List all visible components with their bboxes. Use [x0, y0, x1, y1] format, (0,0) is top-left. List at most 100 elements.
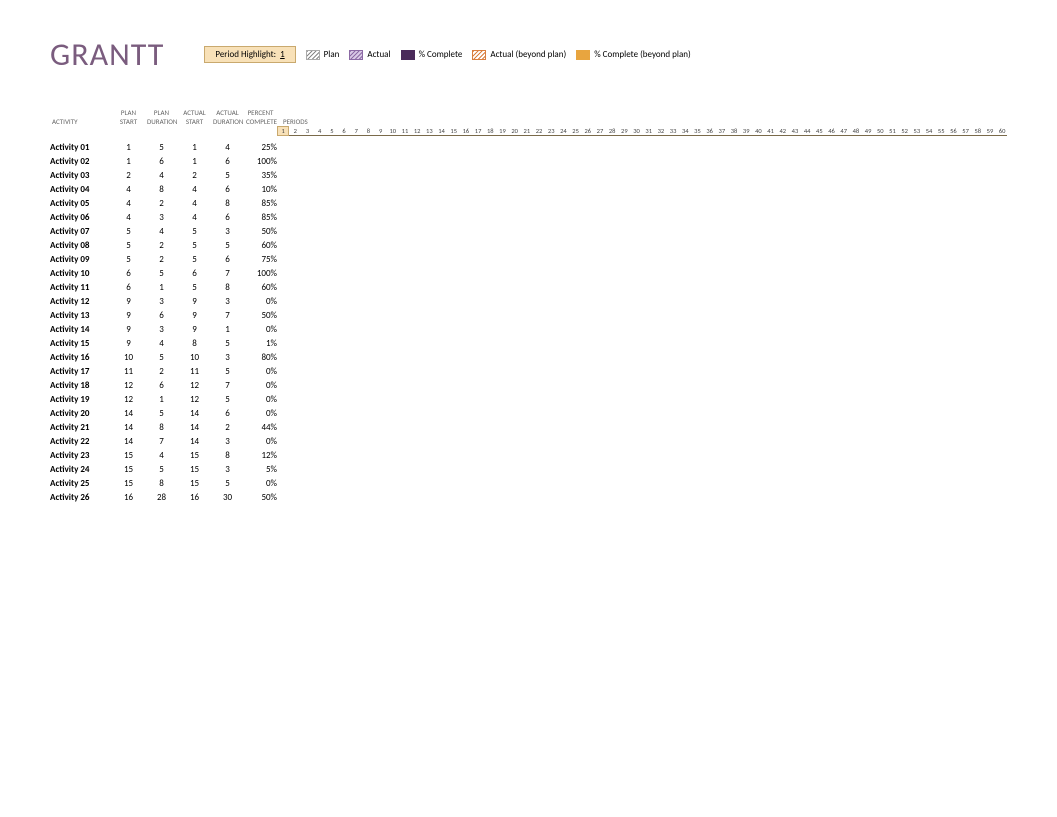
percent-complete-cell: 0%: [244, 380, 277, 391]
plan-start-cell: 5: [112, 254, 145, 265]
plan-start-cell: 9: [112, 296, 145, 307]
table-row: Activity 1610510380%: [50, 350, 1007, 364]
legend-completebeyond: % Complete (beyond plan): [576, 49, 691, 60]
activity-cell: Activity 18: [50, 380, 112, 391]
percent-complete-cell: 0%: [244, 296, 277, 307]
plan-start-cell: 11: [112, 366, 145, 377]
activity-cell: Activity 17: [50, 366, 112, 377]
period-cell: 2: [289, 127, 301, 135]
plan-start-cell: 1: [112, 156, 145, 167]
table-row: Activity 2114814244%: [50, 420, 1007, 434]
plan-start-cell: 14: [112, 436, 145, 447]
period-cell: 26: [582, 127, 594, 135]
table-row: Activity 09525675%: [50, 252, 1007, 266]
actual-duration-cell: 3: [211, 436, 244, 447]
period-cell: 22: [533, 127, 545, 135]
plan-duration-cell: 1: [145, 282, 178, 293]
activity-cell: Activity 26: [50, 492, 112, 503]
activity-cell: Activity 21: [50, 422, 112, 433]
header-plan-duration: PLAN DURATION: [145, 108, 178, 126]
actual-start-cell: 14: [178, 408, 211, 419]
period-cell: 44: [801, 127, 813, 135]
actual-duration-cell: 30: [211, 492, 244, 503]
table-row: Activity 221471430%: [50, 434, 1007, 448]
activity-cell: Activity 25: [50, 478, 112, 489]
plan-duration-cell: 2: [145, 366, 178, 377]
actual-start-cell: 14: [178, 436, 211, 447]
completebeyond-swatch-icon: [576, 50, 590, 60]
period-cell: 41: [765, 127, 777, 135]
header-actual-duration: ACTUAL DURATION: [211, 108, 244, 126]
period-cell: 36: [704, 127, 716, 135]
plan-duration-cell: 4: [145, 170, 178, 181]
actual-duration-cell: 5: [211, 394, 244, 405]
activity-cell: Activity 20: [50, 408, 112, 419]
period-cell: 57: [960, 127, 972, 135]
plan-duration-cell: 8: [145, 478, 178, 489]
percent-complete-cell: 85%: [244, 212, 277, 223]
plan-duration-cell: 3: [145, 212, 178, 223]
percent-complete-cell: 50%: [244, 226, 277, 237]
activity-cell: Activity 05: [50, 198, 112, 209]
actual-duration-cell: 5: [211, 170, 244, 181]
percent-complete-cell: 35%: [244, 170, 277, 181]
header-activity: ACTIVITY: [50, 117, 112, 126]
plan-start-cell: 14: [112, 422, 145, 433]
beyondplan-swatch-icon: [472, 50, 486, 60]
period-cell: 50: [874, 127, 886, 135]
page-title: GRANTT: [50, 35, 164, 74]
plan-start-cell: 6: [112, 268, 145, 279]
percent-complete-cell: 44%: [244, 422, 277, 433]
period-cell: 49: [862, 127, 874, 135]
plan-start-cell: 12: [112, 394, 145, 405]
period-cell: 10: [387, 127, 399, 135]
percent-complete-cell: 5%: [244, 464, 277, 475]
actual-duration-cell: 6: [211, 408, 244, 419]
period-cell: 54: [923, 127, 935, 135]
activity-cell: Activity 14: [50, 324, 112, 335]
plan-duration-cell: 8: [145, 184, 178, 195]
table-row: Activity 106567100%: [50, 266, 1007, 280]
actual-start-cell: 9: [178, 296, 211, 307]
actual-duration-cell: 8: [211, 450, 244, 461]
percent-complete-cell: 0%: [244, 324, 277, 335]
table-row: Activity 1293930%: [50, 294, 1007, 308]
activity-cell: Activity 02: [50, 156, 112, 167]
actual-start-cell: 4: [178, 184, 211, 195]
actual-duration-cell: 5: [211, 478, 244, 489]
legend-beyondplan-label: Actual (beyond plan): [490, 49, 566, 60]
activity-cell: Activity 09: [50, 254, 112, 265]
activity-cell: Activity 13: [50, 310, 112, 321]
actual-start-cell: 9: [178, 324, 211, 335]
legend-complete: % Complete: [401, 49, 463, 60]
actual-duration-cell: 6: [211, 254, 244, 265]
percent-complete-cell: 60%: [244, 282, 277, 293]
header-percent-complete: PERCENT COMPLETE: [244, 108, 277, 126]
actual-duration-cell: 3: [211, 226, 244, 237]
period-highlight-label: Period Highlight:: [215, 49, 276, 60]
table-row: Activity 191211250%: [50, 392, 1007, 406]
actual-start-cell: 5: [178, 254, 211, 265]
percent-complete-cell: 50%: [244, 310, 277, 321]
period-cell: 33: [667, 127, 679, 135]
complete-swatch-icon: [401, 50, 415, 60]
table-row: Activity 021616100%: [50, 154, 1007, 168]
actual-start-cell: 1: [178, 142, 211, 153]
actual-duration-cell: 5: [211, 338, 244, 349]
period-cell: 43: [789, 127, 801, 135]
plan-duration-cell: 4: [145, 450, 178, 461]
actual-start-cell: 8: [178, 338, 211, 349]
header-actual-start: ACTUAL START: [178, 108, 211, 126]
plan-start-cell: 1: [112, 142, 145, 153]
table-row: Activity 261628163050%: [50, 490, 1007, 504]
column-headers: ACTIVITY PLAN START PLAN DURATION ACTUAL…: [50, 102, 1007, 126]
plan-duration-cell: 5: [145, 268, 178, 279]
table-row: Activity 181261270%: [50, 378, 1007, 392]
percent-complete-cell: 10%: [244, 184, 277, 195]
plan-start-cell: 10: [112, 352, 145, 363]
plan-start-cell: 15: [112, 450, 145, 461]
period-cell: 21: [521, 127, 533, 135]
plan-duration-cell: 2: [145, 198, 178, 209]
actual-start-cell: 4: [178, 198, 211, 209]
actual-duration-cell: 3: [211, 296, 244, 307]
